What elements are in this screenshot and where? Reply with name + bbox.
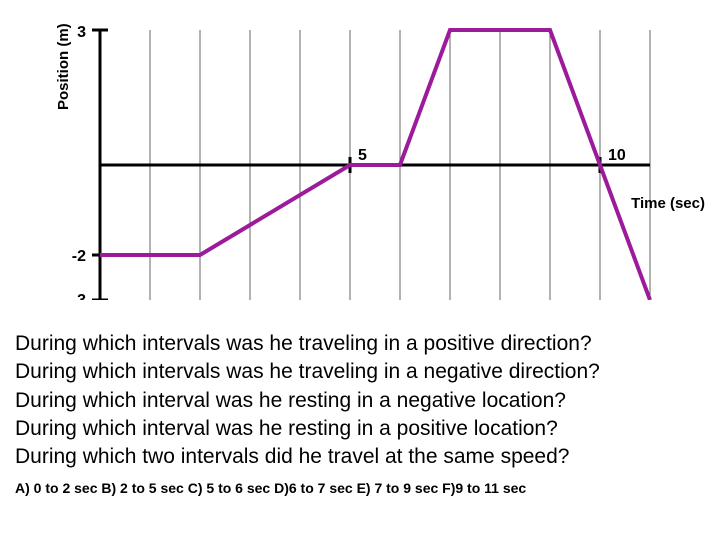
y-tick-3: 3 bbox=[77, 24, 86, 41]
y-axis-label: Position (m) bbox=[55, 23, 72, 110]
x-axis-label: Time (sec) bbox=[631, 195, 705, 212]
answer-choices: A) 0 to 2 sec B) 2 to 5 sec C) 5 to 6 se… bbox=[15, 480, 526, 496]
y-tick-neg3: -3 bbox=[72, 292, 86, 300]
question-3: During which interval was he resting in … bbox=[15, 387, 600, 415]
questions-block: During which intervals was he traveling … bbox=[15, 330, 600, 472]
question-4: During which interval was he resting in … bbox=[15, 415, 600, 443]
y-tick-neg2: -2 bbox=[72, 248, 86, 265]
position-time-chart: 3 -2 -3 5 10 bbox=[50, 15, 670, 300]
question-2: During which intervals was he traveling … bbox=[15, 358, 600, 386]
question-1: During which intervals was he traveling … bbox=[15, 330, 600, 358]
x-tick-5: 5 bbox=[358, 147, 367, 164]
chart-svg: 3 -2 -3 5 10 bbox=[50, 15, 670, 300]
question-5: During which two intervals did he travel… bbox=[15, 443, 600, 471]
x-tick-10: 10 bbox=[608, 147, 626, 164]
